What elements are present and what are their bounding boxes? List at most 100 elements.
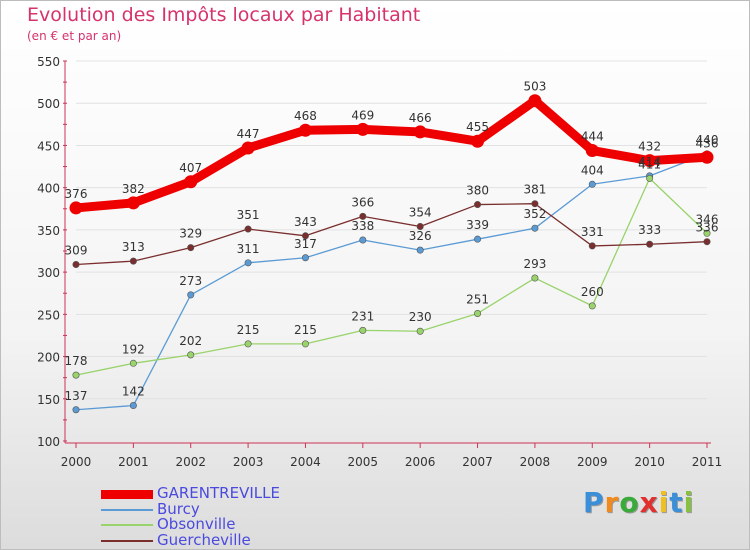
data-label: 326 (409, 229, 432, 243)
data-point (359, 212, 367, 220)
data-point (416, 327, 424, 335)
data-point (528, 94, 542, 108)
x-tick-label: 2011 (692, 455, 723, 469)
data-point (703, 229, 711, 237)
data-label: 414 (638, 155, 661, 169)
data-point (72, 371, 80, 379)
series-line-obsonville (75, 177, 708, 376)
data-point (301, 340, 309, 348)
data-label: 192 (122, 342, 145, 356)
chart-subtitle: (en € et par an) (27, 29, 122, 43)
series-line-garentreville (71, 96, 712, 213)
data-point (244, 225, 252, 233)
data-point (703, 238, 711, 246)
data-point (301, 232, 309, 240)
data-label: 231 (351, 309, 374, 323)
data-point (588, 302, 596, 310)
data-point (585, 144, 599, 158)
data-label: 346 (696, 212, 719, 226)
data-label: 260 (581, 285, 604, 299)
data-label: 404 (581, 163, 604, 177)
data-label: 313 (122, 240, 145, 254)
data-label: 293 (523, 257, 546, 271)
data-label: 311 (237, 242, 260, 256)
data-point (129, 257, 137, 265)
data-point (471, 134, 485, 148)
legend-label: Obsonville (157, 515, 236, 533)
data-label: 436 (696, 136, 719, 150)
data-label: 309 (65, 244, 88, 258)
data-label: 333 (638, 223, 661, 237)
y-tick-label: 150 (37, 393, 60, 407)
x-tick-label: 2004 (290, 455, 321, 469)
data-point (241, 141, 255, 155)
data-label: 251 (466, 292, 489, 306)
data-label: 351 (237, 208, 260, 222)
data-label: 338 (351, 219, 374, 233)
data-label: 466 (409, 111, 432, 125)
data-label: 411 (638, 157, 661, 171)
data-point (588, 242, 596, 250)
data-label: 230 (409, 310, 432, 324)
data-point (187, 291, 195, 299)
y-tick-label: 200 (37, 351, 60, 365)
data-label: 432 (638, 140, 661, 154)
x-tick-label: 2000 (61, 455, 92, 469)
data-label: 407 (179, 161, 202, 175)
data-label: 354 (409, 206, 432, 220)
data-point (356, 122, 370, 136)
x-tick-label: 2002 (175, 455, 206, 469)
data-point (474, 235, 482, 243)
data-label: 469 (351, 108, 374, 122)
grid (76, 60, 707, 400)
data-point (298, 123, 312, 137)
legend-swatch (101, 489, 153, 499)
data-point (416, 223, 424, 231)
legend-label: Burcy (157, 499, 200, 518)
data-label: 273 (179, 274, 202, 288)
data-point (129, 359, 137, 367)
y-tick-label: 250 (37, 308, 60, 322)
data-point (72, 406, 80, 414)
data-point (129, 402, 137, 410)
data-label: 336 (696, 221, 719, 235)
y-tick-label: 450 (37, 139, 60, 153)
x-tick-label: 2006 (405, 455, 436, 469)
series-line-guercheville (75, 203, 708, 266)
data-point (700, 150, 714, 164)
x-tick-label: 2010 (634, 455, 665, 469)
logo-letter: i (658, 486, 670, 519)
legend-swatch (101, 539, 153, 542)
data-label: 380 (466, 184, 489, 198)
legend-swatch (101, 508, 153, 511)
data-label: 447 (237, 127, 260, 141)
data-point (643, 154, 657, 168)
data-point (244, 340, 252, 348)
data-label: 343 (294, 215, 317, 229)
data-point (413, 125, 427, 139)
data-point (359, 326, 367, 334)
proxiti-logo: Proxiti (583, 486, 694, 519)
data-point (646, 174, 654, 182)
data-point (126, 196, 140, 210)
data-label: 331 (581, 225, 604, 239)
data-label: 366 (351, 195, 374, 209)
data-label: 503 (523, 80, 546, 94)
logo-letter: o (619, 486, 640, 519)
chart-title: Evolution des Impôts locaux par Habitant (27, 4, 421, 26)
data-label: 178 (65, 354, 88, 368)
data-point (474, 309, 482, 317)
data-point (474, 201, 482, 209)
y-tick-label: 350 (37, 224, 60, 238)
y-tick-label: 100 (37, 435, 60, 449)
data-point (184, 175, 198, 189)
data-label: 137 (65, 389, 88, 403)
data-label: 468 (294, 109, 317, 123)
data-label: 142 (122, 385, 145, 399)
data-point (301, 254, 309, 262)
legend-label: GARENTREVILLE (157, 484, 280, 502)
data-point (359, 236, 367, 244)
x-tick-label: 2007 (462, 455, 493, 469)
data-point (244, 259, 252, 267)
